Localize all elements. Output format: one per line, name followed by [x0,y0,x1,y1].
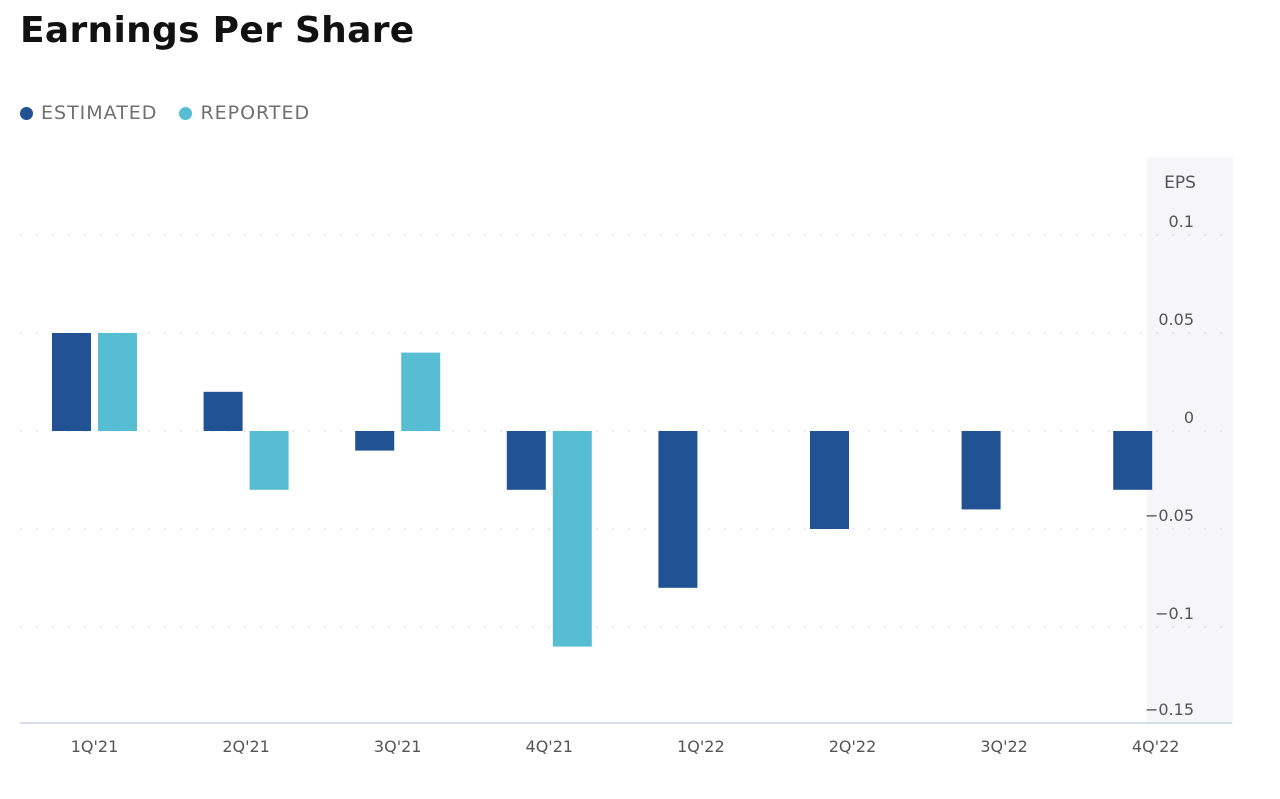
legend-label-reported: REPORTED [200,102,311,124]
bar-estimated[interactable] [355,431,395,451]
x-tick-label: 2Q'21 [222,737,270,756]
y-axis-panel [1147,157,1233,723]
y-axis-title: EPS [1164,173,1196,193]
legend-label-estimated: ESTIMATED [41,102,158,124]
x-tick-labels: 1Q'21 2Q'21 3Q'21 4Q'21 1Q'22 2Q'22 3Q'22 4Q'22 [71,737,1180,756]
x-tick-label: 3Q'21 [374,737,422,756]
y-tick-label: 0.05 [1158,310,1194,329]
bar-estimated[interactable] [961,431,1001,510]
y-tick-label: 0 [1184,408,1194,427]
bar-reported[interactable] [401,352,441,431]
x-tick-label: 1Q'22 [677,737,725,756]
y-tick-labels: 0.1 0.05 0 −0.05 −0.1 −0.15 [1145,212,1194,719]
x-tick-label: 2Q'22 [829,737,877,756]
grid-lines [20,234,1232,628]
legend-item-estimated[interactable]: ESTIMATED [20,102,157,124]
bar-reported[interactable] [249,431,289,490]
reported-dot-icon [179,106,193,120]
bar-estimated[interactable] [658,431,698,588]
bar-reported[interactable] [98,333,137,431]
y-tick-label: −0.1 [1155,604,1194,623]
y-tick-label: −0.15 [1145,700,1194,719]
x-tick-label: 3Q'22 [980,737,1028,756]
bar-estimated[interactable] [203,391,243,431]
bar-reported[interactable] [552,431,592,647]
estimated-dot-icon [20,106,33,120]
bars [52,333,1153,647]
y-tick-label: −0.05 [1145,506,1194,525]
bar-estimated[interactable] [506,431,546,490]
x-tick-label: 4Q'22 [1132,737,1180,756]
chart-legend: ESTIMATED REPORTED [20,102,332,124]
legend-item-reported[interactable]: REPORTED [179,102,310,124]
bar-estimated[interactable] [1113,431,1153,490]
y-tick-label: 0.1 [1169,212,1194,231]
x-tick-label: 1Q'21 [71,737,119,756]
bar-estimated[interactable] [52,333,91,431]
chart-title: Earnings Per Share [20,10,415,51]
x-tick-label: 4Q'21 [526,737,574,756]
bar-estimated[interactable] [810,431,849,529]
